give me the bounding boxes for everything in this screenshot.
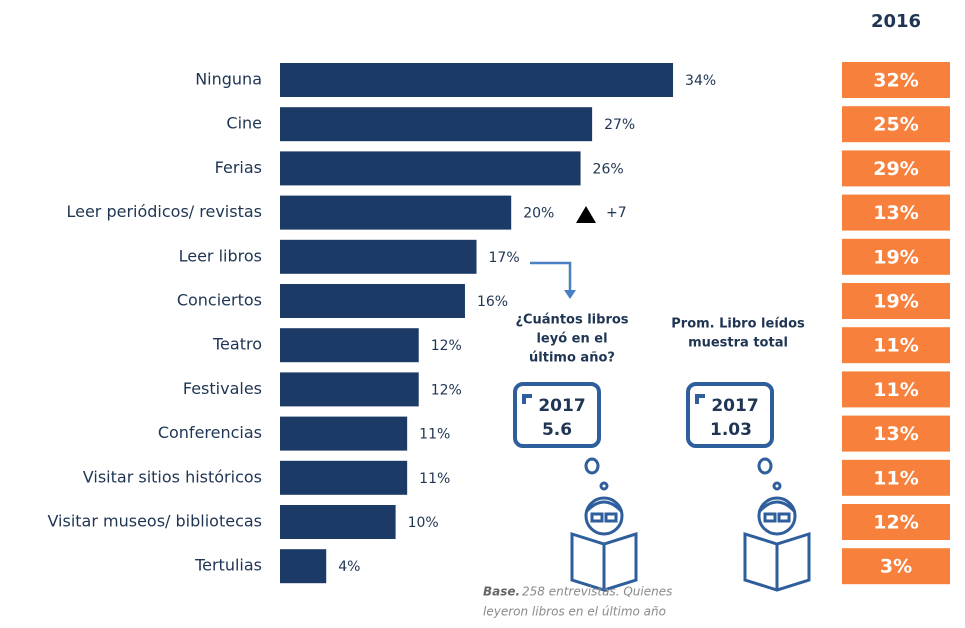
- base-text: leyeron libros en el último año: [483, 605, 666, 619]
- question-line: último año?: [529, 351, 615, 366]
- chart: 2016 +7 ¿Cuántos libros leyó en el últim…: [0, 0, 965, 628]
- change-label: +7: [606, 205, 627, 221]
- value-label: 11%: [419, 471, 450, 487]
- value-label: 20%: [523, 206, 554, 222]
- value-label: 10%: [408, 515, 439, 531]
- bar: [280, 417, 407, 451]
- average-year: 2017: [711, 396, 758, 416]
- category-label: Tertulias: [194, 556, 262, 575]
- average-value: 1.03: [710, 420, 752, 440]
- category-label: Conferencias: [158, 423, 262, 442]
- comparison-label: 19%: [873, 246, 918, 268]
- value-label: 12%: [431, 382, 462, 398]
- comparison-label: 32%: [873, 70, 918, 92]
- comparison-label: 25%: [873, 114, 918, 136]
- category-label: Conciertos: [177, 291, 262, 310]
- reader-icon: [572, 459, 809, 590]
- average-line: muestra total: [688, 336, 788, 351]
- category-label: Visitar museos/ bibliotecas: [47, 512, 262, 531]
- bar: [280, 107, 592, 141]
- category-label: Leer libros: [179, 246, 262, 265]
- value-label: 11%: [419, 427, 450, 443]
- comparison-label: 29%: [873, 158, 918, 180]
- question-year: 2017: [538, 396, 585, 416]
- bar: [280, 505, 396, 539]
- comparison-label: 11%: [873, 467, 918, 489]
- arrow: [530, 263, 570, 292]
- comparison-label: 11%: [873, 379, 918, 401]
- average-line: Prom. Libro leídos: [671, 317, 805, 332]
- value-label: 27%: [604, 117, 635, 133]
- value-label: 17%: [489, 250, 520, 266]
- bar: [280, 196, 511, 230]
- category-label: Cine: [226, 114, 262, 133]
- value-label: 12%: [431, 338, 462, 354]
- base-text: 258 entrevistas. Quienes: [522, 585, 672, 599]
- comparison-title: 2016: [871, 11, 921, 32]
- bar: [280, 328, 419, 362]
- comparison-label: 13%: [873, 202, 918, 224]
- question-line: leyó en el: [536, 332, 607, 347]
- bar: [280, 461, 407, 495]
- category-label: Visitar sitios históricos: [83, 467, 262, 486]
- bar: [280, 240, 477, 274]
- bar: [280, 284, 465, 318]
- category-label: Ferias: [215, 158, 262, 177]
- comparison-label: 12%: [873, 512, 918, 534]
- comparison-label: 13%: [873, 423, 918, 445]
- comparison-label: 3%: [880, 556, 912, 578]
- comparison-label: 11%: [873, 335, 918, 357]
- category-label: Ninguna: [195, 70, 262, 89]
- question-value: 5.6: [542, 420, 572, 440]
- category-label: Teatro: [212, 335, 262, 354]
- comparison-label: 19%: [873, 291, 918, 313]
- value-label: 34%: [685, 73, 716, 89]
- category-label: Festivales: [183, 379, 262, 398]
- arrow-head: [564, 290, 576, 299]
- up-triangle: [576, 206, 596, 223]
- bar: [280, 372, 419, 406]
- bar: [280, 63, 673, 97]
- category-label: Leer periódicos/ revistas: [66, 202, 262, 221]
- value-label: 16%: [477, 294, 508, 310]
- bar: [280, 151, 581, 185]
- base-label: Base.: [483, 585, 520, 599]
- question-line: ¿Cuántos libros: [515, 313, 628, 328]
- value-label: 4%: [338, 559, 360, 575]
- bar: [280, 549, 326, 583]
- value-label: 26%: [593, 161, 624, 177]
